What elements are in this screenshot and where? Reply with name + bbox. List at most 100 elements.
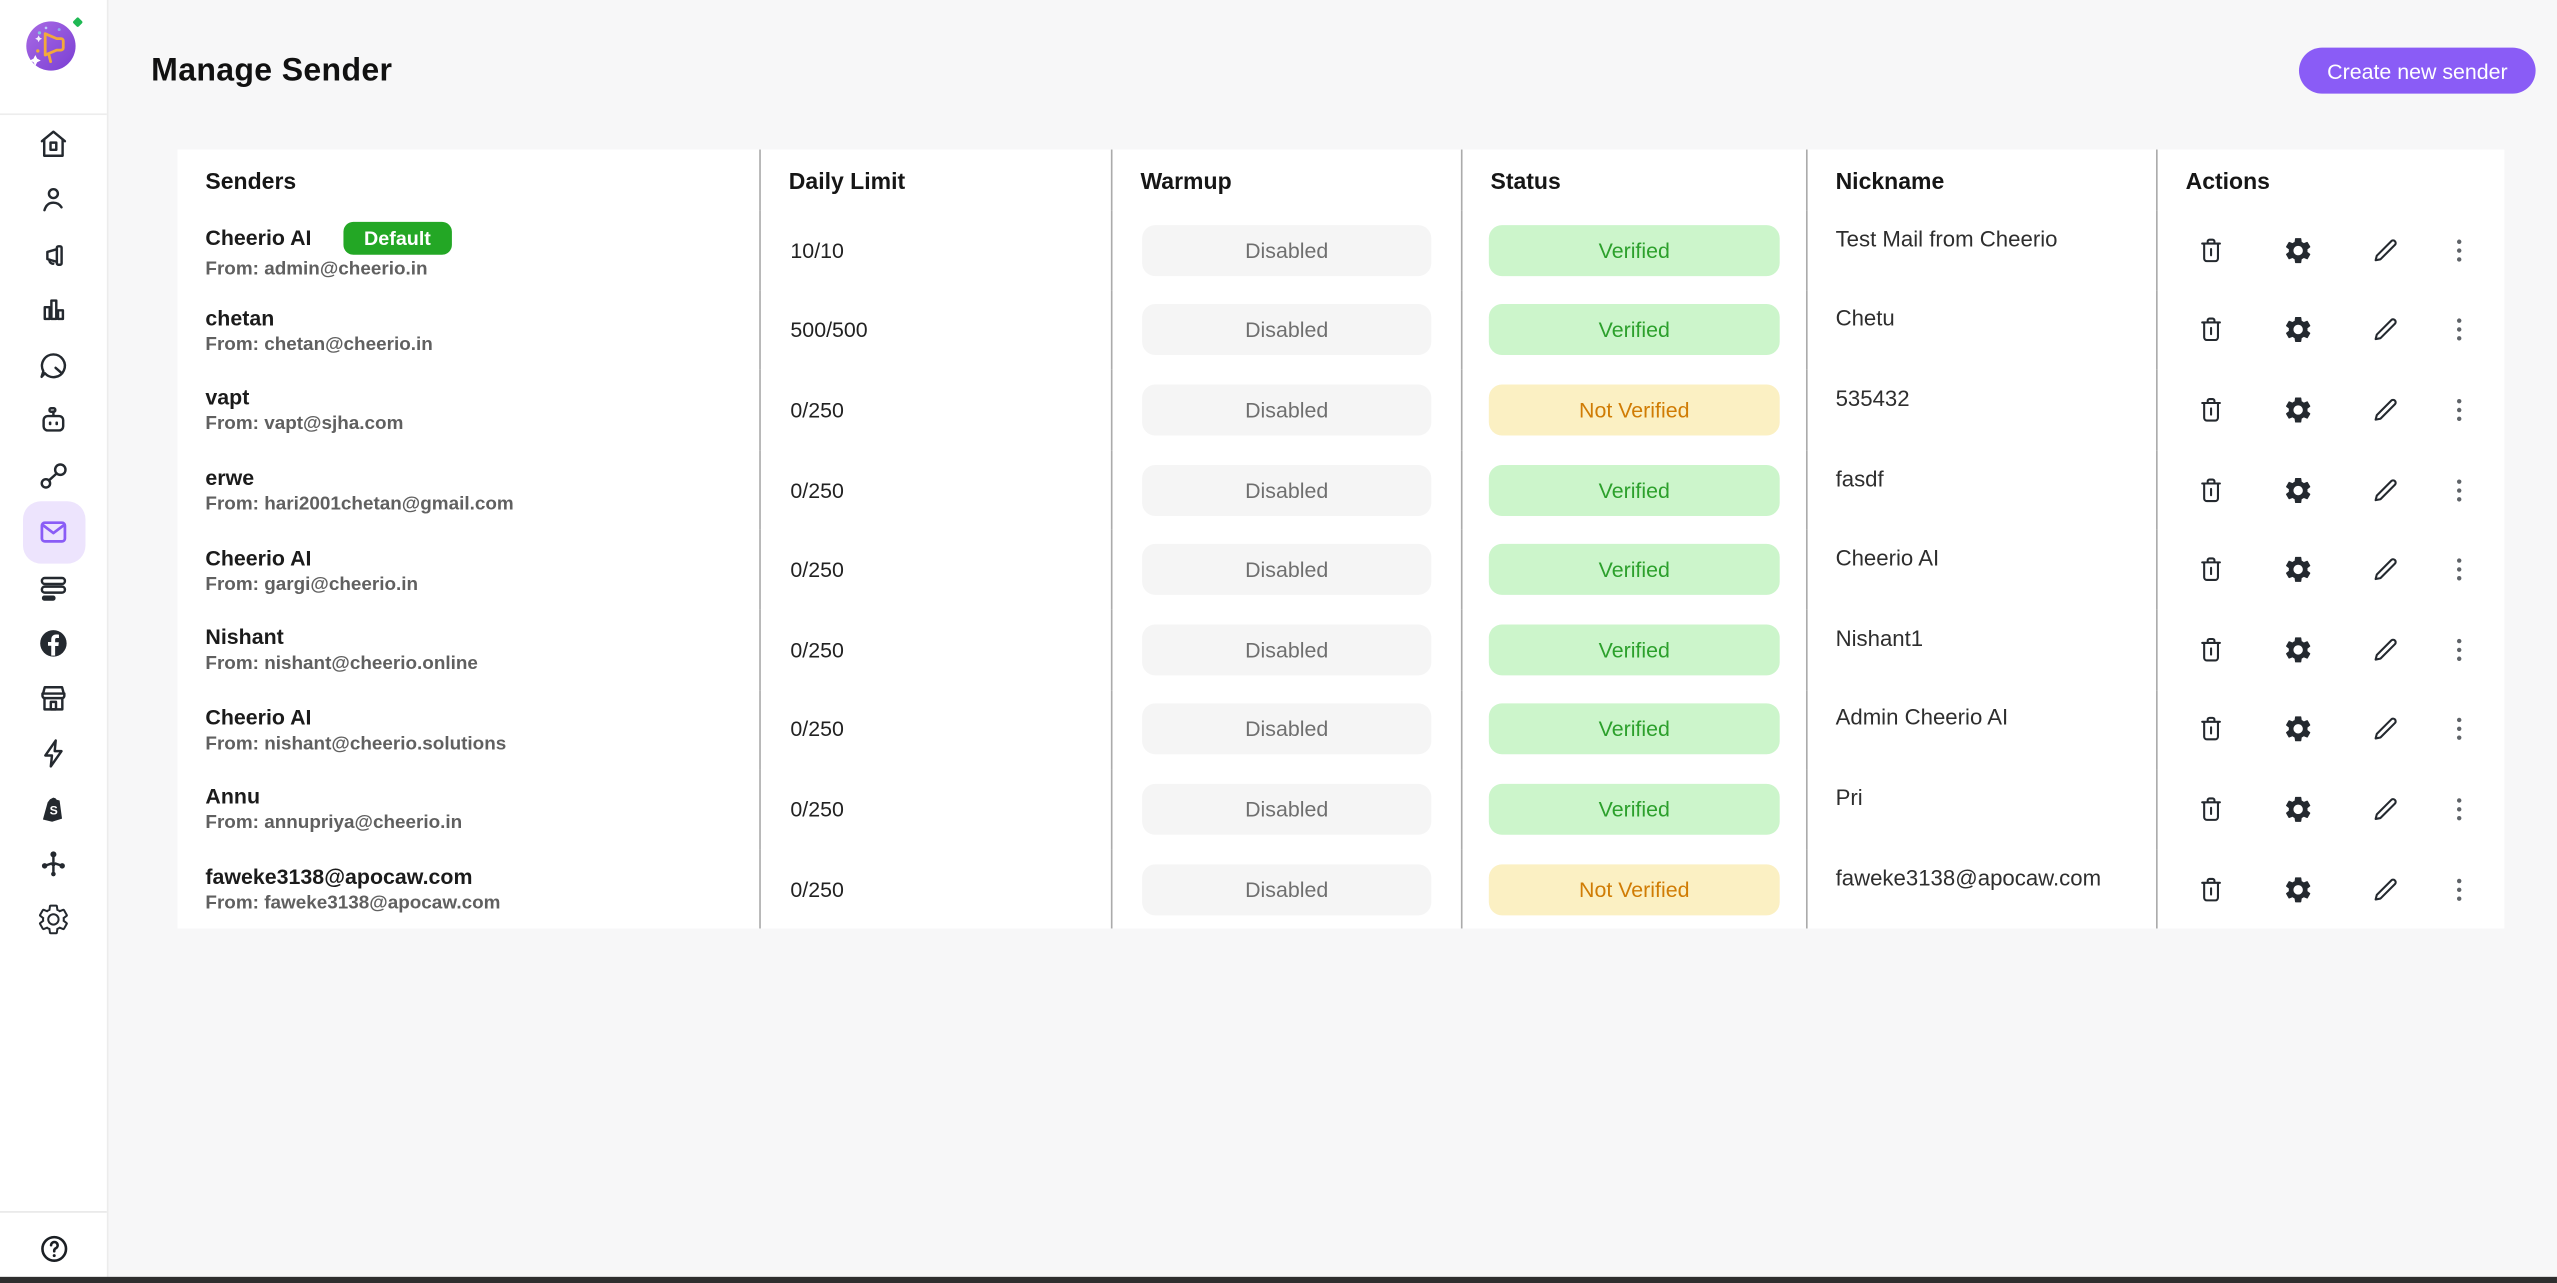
warmup-disabled-button[interactable]: Disabled [1142,544,1432,596]
delete-button[interactable] [2194,633,2227,666]
more-options-button[interactable] [2442,793,2475,826]
sender-settings-button[interactable] [2281,314,2314,347]
delete-button[interactable] [2194,473,2227,506]
trash-icon [2200,398,2221,422]
warmup-disabled-button[interactable]: Disabled [1142,384,1432,436]
table-row: Cheerio AI From: nishant@cheerio.solutio… [177,689,2504,770]
edit-button[interactable] [2368,314,2401,347]
edit-button[interactable] [2368,793,2401,826]
window-bottom-edge [0,1276,2557,1283]
gear-icon [2285,317,2310,343]
warmup-disabled-button[interactable]: Disabled [1142,703,1432,755]
table-row: Nishant From: nishant@cheerio.online 0/2… [177,609,2504,690]
sender-cell: Cheerio AI From: gargi@cheerio.in [177,529,761,610]
sender-cell: faweke3138@apocaw.com From: faweke3138@a… [177,849,761,930]
sidebar-item-settings[interactable] [0,892,107,947]
status-badge: Verified [1488,544,1780,596]
warmup-disabled-button[interactable]: Disabled [1142,304,1432,356]
sidebar-item-email[interactable] [0,500,107,563]
warmup-disabled-button[interactable]: Disabled [1142,863,1432,915]
daily-limit-value: 10/10 [790,237,844,263]
daily-limit-cell: 0/250 [761,769,1113,850]
warmup-disabled-button[interactable]: Disabled [1142,464,1432,516]
edit-button[interactable] [2368,633,2401,666]
edit-button[interactable] [2368,873,2401,906]
nickname-cell: Pri [1808,769,2158,850]
delete-button[interactable] [2194,234,2227,267]
nickname-value: Chetu [1835,306,1895,331]
gear-icon [2285,876,2310,902]
sidebar-item-automation[interactable] [0,726,107,781]
sidebar-item-home[interactable] [0,117,107,172]
sidebar-item-analytics[interactable] [0,283,107,338]
sender-settings-button[interactable] [2281,553,2314,586]
delete-button[interactable] [2194,793,2227,826]
sidebar-item-contacts[interactable] [0,172,107,227]
status-cell: Verified [1463,210,1808,291]
sender-settings-button[interactable] [2281,873,2314,906]
trash-icon [2200,797,2221,821]
more-options-button[interactable] [2442,553,2475,586]
contacts-icon [43,187,63,212]
sender-settings-button[interactable] [2281,394,2314,427]
create-new-sender-button[interactable]: Create new sender [2299,47,2536,94]
sidebar-item-integrations[interactable] [0,836,107,891]
sidebar-item-announcement[interactable] [0,227,107,282]
daily-limit-value: 0/250 [790,557,844,583]
sidebar-item-storefront[interactable] [0,670,107,725]
default-badge: Default [342,221,453,255]
gear-icon [2285,637,2310,663]
delete-button[interactable] [2194,553,2227,586]
sender-settings-button[interactable] [2281,793,2314,826]
delete-button[interactable] [2194,394,2227,427]
sender-name: Nishant [205,624,284,650]
sidebar-item-shopify[interactable]: S [0,781,107,836]
column-header-warmup: Warmup [1113,149,1463,211]
sender-from-email: From: nishant@cheerio.online [205,654,478,675]
more-options-button[interactable] [2442,234,2475,267]
edit-button[interactable] [2368,553,2401,586]
warmup-disabled-button[interactable]: Disabled [1142,224,1432,276]
sidebar-item-chat[interactable] [0,338,107,393]
more-options-button[interactable] [2442,633,2475,666]
pencil-icon [2373,877,2396,900]
more-options-icon [2456,319,2461,342]
edit-button[interactable] [2368,713,2401,746]
warmup-disabled-button[interactable]: Disabled [1142,624,1432,676]
sender-settings-button[interactable] [2281,713,2314,746]
app-logo[interactable] [0,0,107,116]
sidebar-item-facebook[interactable] [0,615,107,670]
delete-button[interactable] [2194,873,2227,906]
sender-from-email: From: vapt@sjha.com [205,414,404,435]
sender-cell: Cheerio AI Default From: admin@cheerio.i… [177,210,761,291]
sidebar-item-chatbot[interactable] [0,393,107,448]
more-options-button[interactable] [2442,713,2475,746]
chat-icon [40,353,67,379]
actions-cell [2158,450,2505,530]
warmup-cell: Disabled [1113,210,1463,291]
nickname-value: Pri [1835,785,1863,811]
edit-button[interactable] [2368,394,2401,427]
more-options-button[interactable] [2442,394,2475,427]
delete-button[interactable] [2194,314,2227,347]
nickname-cell: Admin Cheerio AI [1808,689,2158,770]
sender-settings-button[interactable] [2281,234,2314,267]
sender-settings-button[interactable] [2281,633,2314,666]
more-options-button[interactable] [2442,473,2475,506]
edit-button[interactable] [2368,234,2401,267]
status-badge: Not Verified [1488,384,1780,436]
sidebar-item-link[interactable] [0,449,107,504]
sidebar: S [0,0,109,1283]
trash-icon [2200,557,2221,582]
gear-icon [2285,716,2310,742]
more-options-button[interactable] [2442,873,2475,906]
delete-button[interactable] [2194,713,2227,746]
sidebar-item-templates[interactable] [0,560,107,615]
help-button[interactable] [0,1211,107,1283]
pencil-icon [2373,398,2396,421]
more-options-button[interactable] [2442,314,2475,347]
warmup-disabled-button[interactable]: Disabled [1142,783,1432,835]
sender-settings-button[interactable] [2281,473,2314,506]
nickname-value: 535432 [1835,386,1910,411]
edit-button[interactable] [2368,473,2401,506]
